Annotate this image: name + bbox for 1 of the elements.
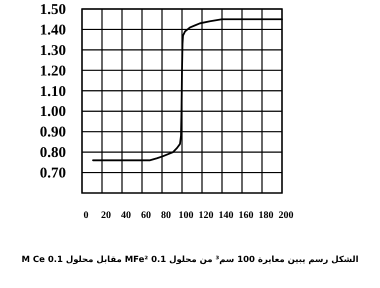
annotation: الشكل رسم يبين معايرة 100 سم³ من محلول 0.1 MFe² مقابل محلول 0.1 M Ce xyxy=(21,255,359,265)
